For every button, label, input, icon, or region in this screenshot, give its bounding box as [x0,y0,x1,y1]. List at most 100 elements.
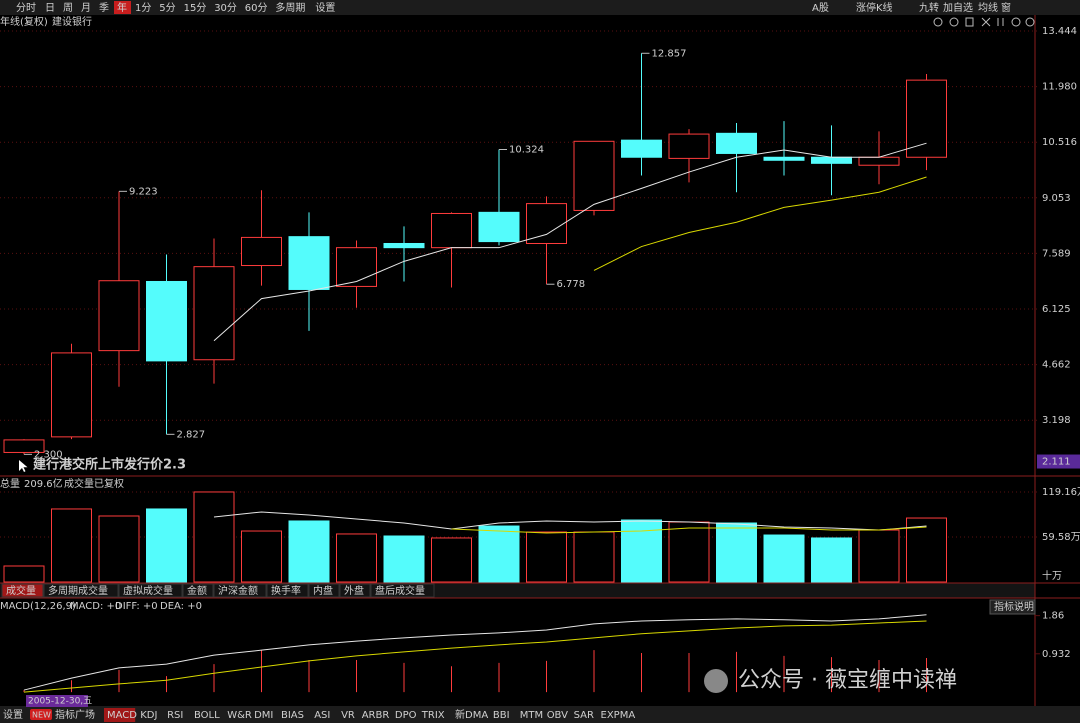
volume-legend: 总量 [0,477,20,490]
indicator-tab[interactable]: DMI [254,710,273,721]
volume-unit: 十万 [1042,569,1062,582]
period-tab[interactable]: 1分 [135,2,151,14]
volume-bar [336,533,377,583]
indicator-tab[interactable]: OBV [547,710,568,721]
candle-body [858,156,900,166]
indicator-tab[interactable]: W&R [227,710,252,721]
toolbar-button[interactable]: 九转 [919,1,939,14]
chart-mode: 年线(复权) [0,15,48,28]
macd-legend: DEA: +0 [160,601,202,612]
period-tab[interactable]: 周 [63,2,73,14]
indicator-button[interactable]: 指标说明 [994,600,1034,613]
volume-bar [811,537,852,583]
volume-tab[interactable]: 多周期成交量 [48,584,108,597]
volume-legend: 成交量已复权 [64,477,124,490]
candle-body [526,203,567,244]
volume-bar [526,531,567,583]
stock-name: 建设银行 [52,15,92,28]
period-tab[interactable]: 多周期 [275,1,305,14]
y-tick-label: 3.198 [1042,415,1071,426]
volume-tab[interactable]: 虚拟成交量 [123,584,173,597]
watermark [704,669,728,693]
indicator-tab[interactable]: MACD [107,710,137,721]
volume-legend: 209.6亿 [24,477,63,490]
y-tick-label: 4.662 [1042,360,1071,371]
period-tab[interactable]: 60分 [245,2,268,14]
tab-bg [43,583,119,598]
period-tab[interactable]: 30分 [214,2,237,14]
volume-tab[interactable]: 成交量 [6,584,36,597]
toolbar-button[interactable]: 均线 [978,1,998,14]
period-tab[interactable]: 设置 [315,2,335,14]
candle-body [193,266,235,361]
y-tick-label: 9.053 [1042,193,1071,204]
volume-bar [431,537,472,583]
button-bg [989,599,1036,615]
indicator-tab[interactable]: MTM [520,710,543,721]
extreme-label: 2.300 [34,449,63,460]
indicator-tab[interactable]: VR [341,710,355,721]
volume-bar [763,534,805,583]
toolbar-button[interactable]: 窗 [1001,1,1011,14]
candle-body [288,236,330,290]
candle-body [241,236,282,267]
volume-tab[interactable]: 外盘 [344,584,364,597]
settings-tab[interactable]: 设置 [3,709,23,721]
y-tick-label: 11.980 [1042,82,1077,93]
volume-bar [146,508,187,583]
ma-line [23,620,927,693]
candle-body [478,211,520,243]
volume-bar [3,565,45,583]
volume-bar [478,525,520,583]
candle-body [811,156,852,164]
toolbar-bg [0,0,1080,15]
indicator-tab[interactable]: RSI [167,710,183,721]
annotation: 建行港交所上市发行价2.3 [33,457,186,473]
cursor-price-bg [1037,454,1080,469]
volume-bar [906,517,947,583]
period-tab[interactable]: 日 [45,3,55,14]
period-tab[interactable]: 年 [117,1,127,14]
extreme-label: 12.857 [652,48,687,59]
indicator-tab[interactable]: 新DMA [455,708,488,721]
toolbar-button[interactable]: 加自选 [943,1,973,14]
indicator-tab[interactable]: KDJ [140,710,157,721]
macd-legend: MACD(12,26,9) [0,601,76,612]
indicator-tab[interactable]: BOLL [194,710,220,721]
period-tab[interactable]: 月 [81,2,91,14]
candle-body [763,156,805,161]
volume-tab[interactable]: 换手率 [271,584,301,597]
indicator-tab[interactable]: SAR [574,710,594,721]
volume-tab[interactable]: 盘后成交量 [375,584,425,597]
ma-line [213,142,927,342]
ma-line [593,176,927,271]
period-tab[interactable]: 分时 [16,2,36,14]
period-tab[interactable]: 15分 [184,2,207,14]
volume-tab[interactable]: 沪深金额 [218,584,258,597]
date-label: 2005-12-30,五 [28,697,92,707]
indicator-tab[interactable]: BIAS [281,710,304,721]
tab-bg [182,583,214,598]
indicator-tab[interactable]: 指标广场 [55,708,95,721]
volume-tab[interactable]: 金额 [187,584,207,597]
volume-bar [858,529,900,583]
period-tab[interactable]: 5分 [159,2,175,14]
toolbar-button[interactable]: A股 [812,2,829,14]
indicator-tab[interactable]: DPO [395,710,417,721]
toolbar-button[interactable]: 涨停K线 [856,1,893,14]
tab-bg [118,583,183,598]
y-tick-label: 0.932 [1042,649,1071,660]
y-tick-label: 13.444 [1042,26,1077,37]
volume-bar [668,521,710,583]
period-tab[interactable]: 季 [99,2,109,14]
candle-body [3,439,45,453]
indicator-tab[interactable]: TRIX [421,710,445,721]
indicator-tab[interactable]: ARBR [362,710,390,721]
y-tick-label: 1.86 [1042,611,1064,622]
volume-tab[interactable]: 内盘 [313,584,333,597]
indicator-tab[interactable]: BBI [493,710,510,721]
indicator-tab[interactable]: ASI [314,710,330,721]
volume-bar [51,508,92,583]
indicator-tab[interactable]: EXPMA [601,710,636,721]
